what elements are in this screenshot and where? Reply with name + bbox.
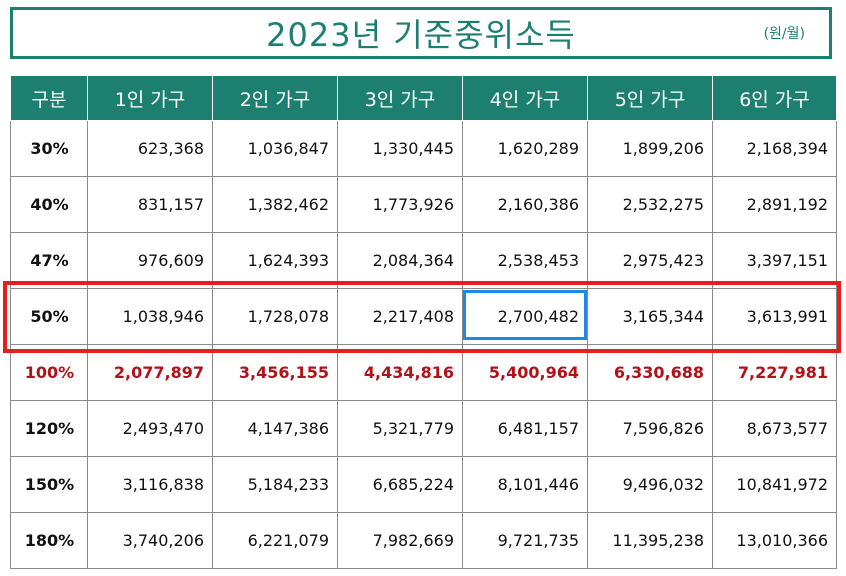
table-row: 47% 976,609 1,624,393 2,084,364 2,538,45…	[10, 232, 837, 289]
table-cell: 2,168,394	[712, 120, 837, 177]
table-cell: 5,184,233	[212, 456, 338, 513]
table-row-highlighted: 100% 2,077,897 3,456,155 4,434,816 5,400…	[10, 344, 837, 401]
table-cell: 4,147,386	[212, 400, 338, 457]
table-cell: 1,620,289	[462, 120, 588, 177]
table-cell: 10,841,972	[712, 456, 837, 513]
table-cell: 5,321,779	[337, 400, 463, 457]
table-cell: 7,982,669	[337, 512, 463, 569]
column-header-1-person: 1인 가구	[87, 75, 213, 121]
title-box: 2023년 기준중위소득 (원/월)	[10, 7, 832, 59]
table-cell: 623,368	[87, 120, 213, 177]
header-row: 구분 1인 가구 2인 가구 3인 가구 4인 가구 5인 가구 6인 가구	[10, 75, 837, 121]
median-income-table: 구분 1인 가구 2인 가구 3인 가구 4인 가구 5인 가구 6인 가구 3…	[10, 75, 837, 569]
table-cell: 3,397,151	[712, 232, 837, 289]
table-cell: 6,685,224	[337, 456, 463, 513]
table-cell: 2,538,453	[462, 232, 588, 289]
column-header-category: 구분	[10, 75, 88, 121]
row-label: 150%	[10, 456, 88, 513]
table-cell: 3,116,838	[87, 456, 213, 513]
row-label: 50%	[10, 288, 88, 345]
column-header-6-person: 6인 가구	[712, 75, 837, 121]
table-cell: 4,434,816	[337, 344, 463, 401]
table-cell: 2,975,423	[587, 232, 713, 289]
table-row: 180% 3,740,206 6,221,079 7,982,669 9,721…	[10, 512, 837, 569]
table-cell: 2,084,364	[337, 232, 463, 289]
table-cell: 13,010,366	[712, 512, 837, 569]
table-cell: 11,395,238	[587, 512, 713, 569]
table-cell: 976,609	[87, 232, 213, 289]
unit-label: (원/월)	[763, 26, 805, 42]
row-label: 180%	[10, 512, 88, 569]
table-cell: 1,038,946	[87, 288, 213, 345]
table-row: 50% 1,038,946 1,728,078 2,217,408 2,700,…	[10, 288, 837, 345]
row-label: 120%	[10, 400, 88, 457]
table-cell: 5,400,964	[462, 344, 588, 401]
row-label: 40%	[10, 176, 88, 233]
table-cell: 6,481,157	[462, 400, 588, 457]
table-cell: 3,165,344	[587, 288, 713, 345]
table-cell: 6,330,688	[587, 344, 713, 401]
table-cell: 2,077,897	[87, 344, 213, 401]
page-title: 2023년 기준중위소득	[266, 16, 576, 54]
table-cell: 1,036,847	[212, 120, 338, 177]
table-cell: 2,700,482	[462, 288, 588, 345]
table-cell: 7,596,826	[587, 400, 713, 457]
table-cell: 1,624,393	[212, 232, 338, 289]
column-header-4-person: 4인 가구	[462, 75, 588, 121]
table-row: 40% 831,157 1,382,462 1,773,926 2,160,38…	[10, 176, 837, 233]
table-cell: 7,227,981	[712, 344, 837, 401]
table-cell: 8,101,446	[462, 456, 588, 513]
column-header-5-person: 5인 가구	[587, 75, 713, 121]
table-cell: 1,382,462	[212, 176, 338, 233]
table-cell: 1,728,078	[212, 288, 338, 345]
table-cell: 1,773,926	[337, 176, 463, 233]
table-cell: 1,330,445	[337, 120, 463, 177]
row-label: 47%	[10, 232, 88, 289]
table-cell: 2,217,408	[337, 288, 463, 345]
table-cell: 1,899,206	[587, 120, 713, 177]
column-header-2-person: 2인 가구	[212, 75, 338, 121]
table-cell: 3,613,991	[712, 288, 837, 345]
table-cell: 3,456,155	[212, 344, 338, 401]
table-cell: 831,157	[87, 176, 213, 233]
row-label: 30%	[10, 120, 88, 177]
table-cell: 3,740,206	[87, 512, 213, 569]
table-row: 30% 623,368 1,036,847 1,330,445 1,620,28…	[10, 120, 837, 177]
table-cell: 2,532,275	[587, 176, 713, 233]
table-cell: 2,160,386	[462, 176, 588, 233]
column-header-3-person: 3인 가구	[337, 75, 463, 121]
table-cell: 6,221,079	[212, 512, 338, 569]
table-cell: 2,891,192	[712, 176, 837, 233]
table-row: 150% 3,116,838 5,184,233 6,685,224 8,101…	[10, 456, 837, 513]
row-label: 100%	[10, 344, 88, 401]
table-cell: 9,721,735	[462, 512, 588, 569]
table-row: 120% 2,493,470 4,147,386 5,321,779 6,481…	[10, 400, 837, 457]
table-cell: 2,493,470	[87, 400, 213, 457]
table-cell: 8,673,577	[712, 400, 837, 457]
table-cell: 9,496,032	[587, 456, 713, 513]
